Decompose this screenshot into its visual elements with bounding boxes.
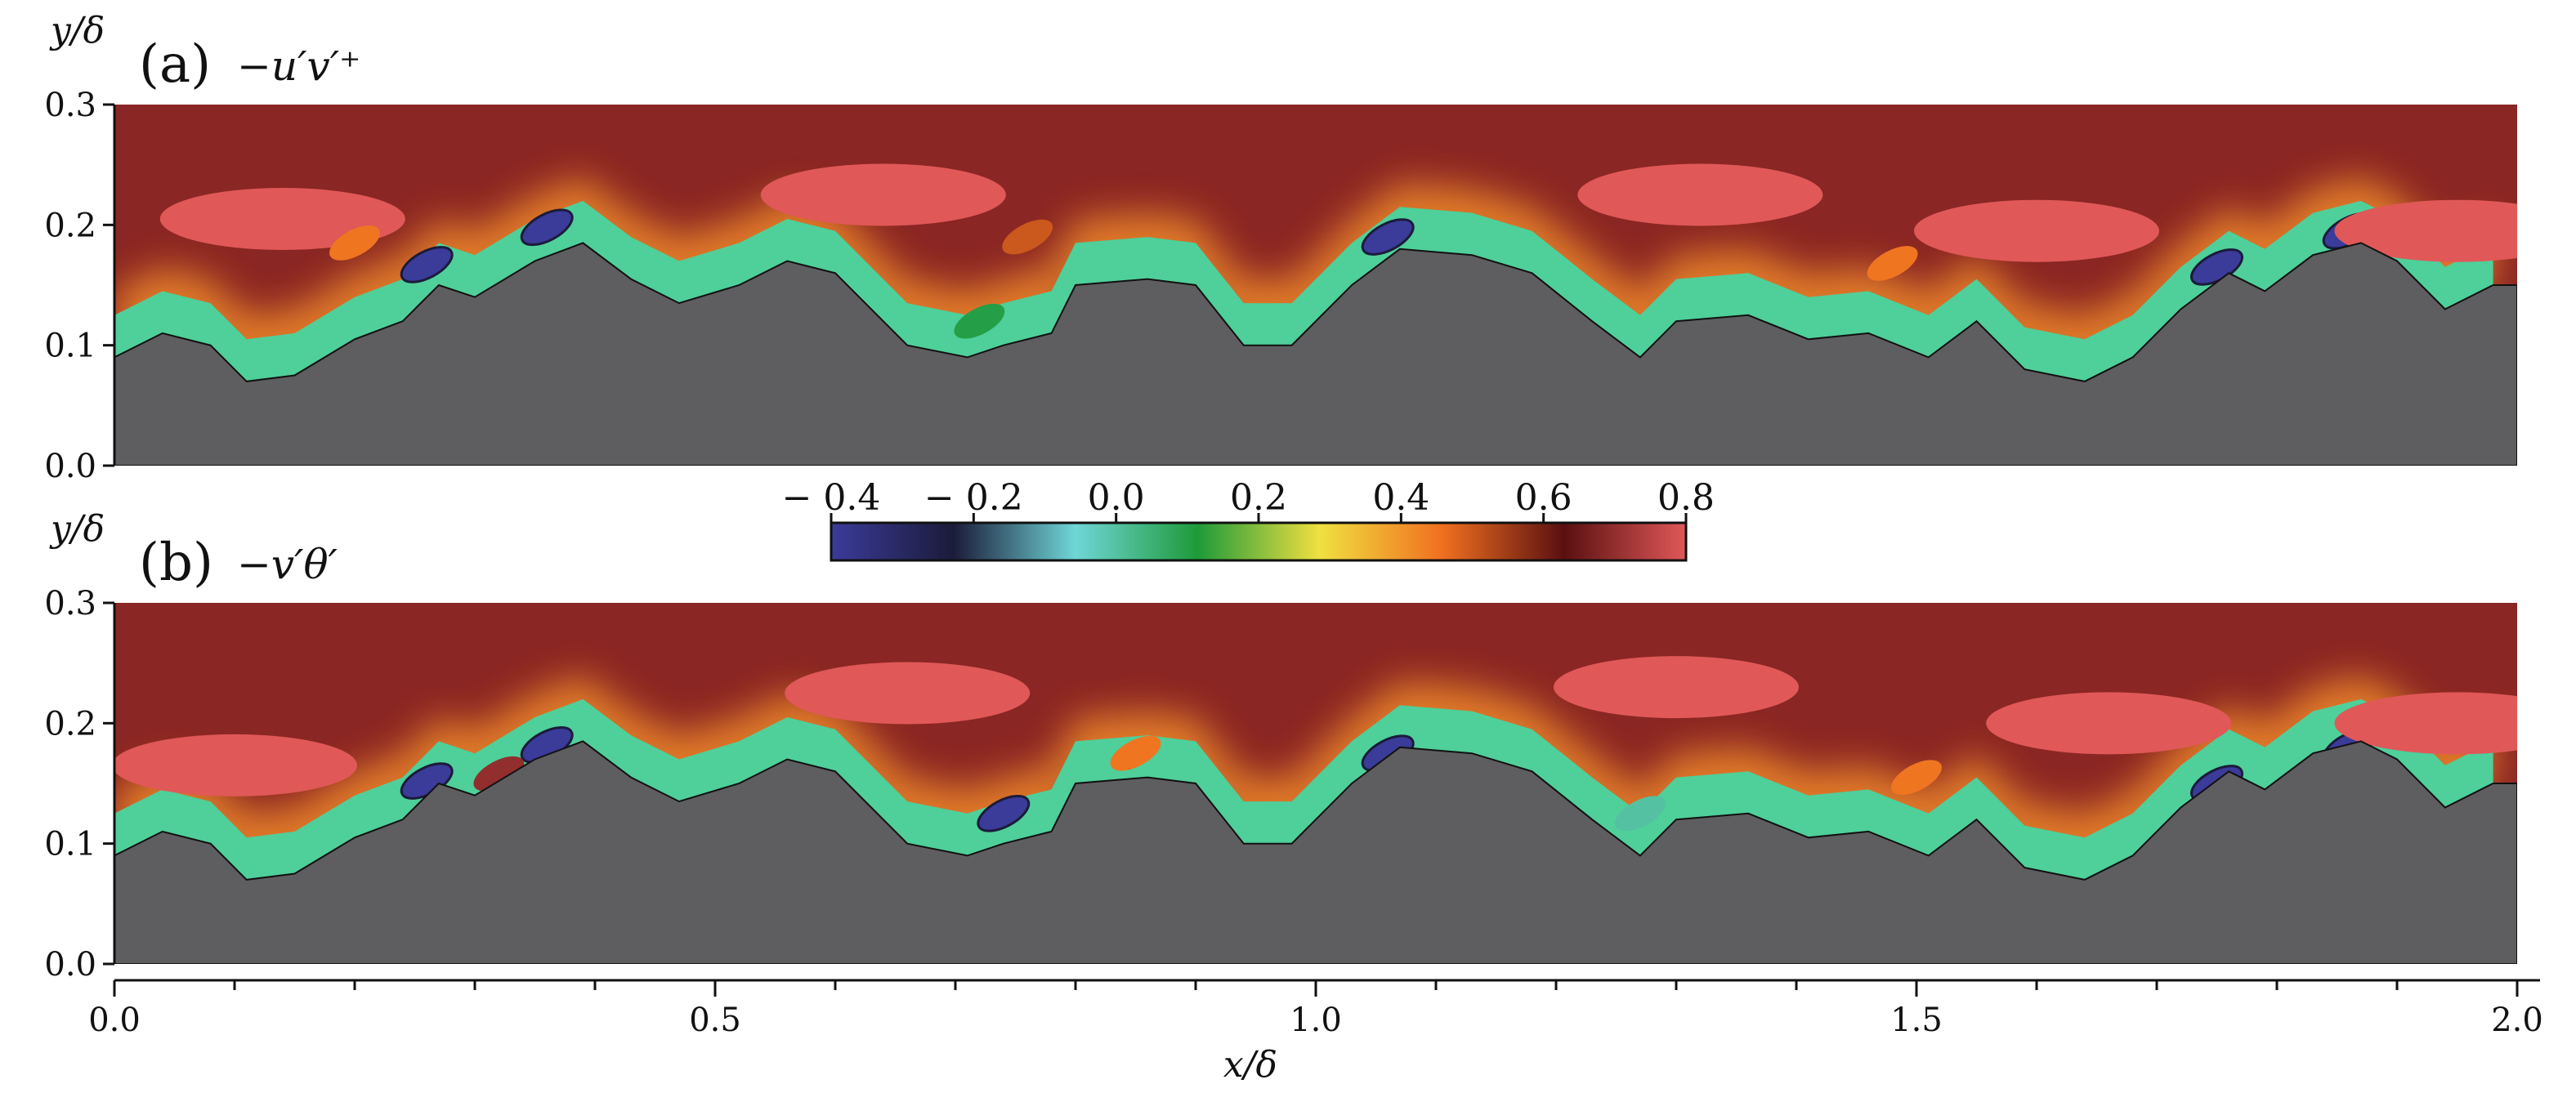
colorbar-tick-label: − 0.4: [782, 477, 881, 519]
field-hotspot: [2334, 199, 2517, 262]
colorbar-tick-label: 0.0: [1088, 477, 1145, 519]
field-hotspot: [114, 734, 357, 796]
y-tick-label: 0.1: [44, 826, 96, 863]
field-hotspot: [1891, 760, 1942, 795]
y-tick-label: 0.2: [44, 207, 96, 244]
colorbar-tick-label: − 0.2: [924, 477, 1023, 519]
field-hotspot: [954, 303, 1005, 339]
wall-surface: [114, 242, 2517, 466]
y-tick-label: 0.3: [44, 585, 96, 622]
panel-a-quantity: −u′v′⁺: [237, 42, 360, 90]
field-hotspot: [760, 163, 1006, 226]
y-tick-label: 0.1: [44, 328, 96, 365]
field-hotspot: [1554, 656, 1799, 719]
near-wall-band: [114, 200, 2493, 381]
colorbar-tick-label: 0.8: [1657, 477, 1715, 519]
field-hotspot: [329, 225, 380, 261]
panel-a-ylabel: y/δ: [49, 10, 105, 51]
field-hotspot: [1986, 692, 2232, 755]
colorbar-tick-label: 0.2: [1230, 477, 1287, 519]
panel-b-label: (b): [139, 533, 213, 593]
field-hotspot: [520, 208, 574, 247]
field-hotspot: [1867, 246, 1918, 281]
field-hotspot: [473, 756, 525, 792]
field-hotspot: [1914, 199, 2159, 262]
panel-b-y-ticks: 0.0 0.1 0.2 0.3: [44, 585, 114, 984]
y-tick-label: 0.3: [44, 87, 96, 124]
colorbar: − 0.4 − 0.2 0.0 0.2 0.4 0.6 0.8: [782, 477, 1715, 562]
wall-surface: [114, 740, 2517, 964]
near-wall-band: [114, 698, 2493, 880]
y-tick-label: 0.0: [44, 946, 96, 984]
panel-a-field: [114, 105, 2517, 466]
panel-b-ylabel: y/δ: [49, 508, 105, 550]
field-hotspot: [1361, 218, 1415, 256]
panel-b: 0.0 0.1 0.2 0.3 y/δ (b) −v′θ′: [44, 508, 2517, 984]
field-hotspot: [1577, 163, 1823, 226]
panel-a: 0.0 0.1 0.2 0.3 y/δ (a) −u′v′⁺: [44, 10, 2517, 485]
colorbar-ticks: − 0.4 − 0.2 0.0 0.2 0.4 0.6 0.8: [782, 477, 1715, 523]
x-tick-label: 1.0: [1290, 1002, 1342, 1039]
x-tick-label: 0.5: [689, 1002, 741, 1039]
panel-a-y-ticks: 0.0 0.1 0.2 0.3: [44, 87, 114, 485]
field-hotspot: [1002, 219, 1053, 255]
colorbar-tick-label: 0.4: [1372, 477, 1429, 519]
field-hotspot: [2334, 692, 2517, 755]
x-tick-label: 2.0: [2491, 1002, 2543, 1039]
field-hotspot: [1110, 735, 1161, 771]
y-tick-label: 0.2: [44, 705, 96, 743]
x-tick-label: 0.0: [88, 1002, 141, 1039]
x-ticks: 0.0 0.5 1.0 1.5 2.0: [88, 980, 2543, 1039]
panel-a-label: (a): [139, 34, 211, 95]
x-axis-label: x/δ: [1223, 1044, 1277, 1086]
panel-b-quantity: −v′θ′: [237, 541, 338, 588]
colorbar-tick-label: 0.6: [1515, 477, 1572, 519]
x-axis: 0.0 0.5 1.0 1.5 2.0 x/δ: [88, 979, 2543, 1086]
field-hotspot: [977, 795, 1031, 832]
x-tick-label: 1.5: [1890, 1002, 1943, 1039]
y-tick-label: 0.0: [44, 448, 96, 485]
field-hotspot: [1614, 796, 1666, 832]
colorbar-bar: [830, 521, 1688, 562]
field-hotspot: [785, 662, 1031, 725]
panel-b-field: [114, 603, 2517, 964]
field-hotspot: [400, 246, 454, 283]
